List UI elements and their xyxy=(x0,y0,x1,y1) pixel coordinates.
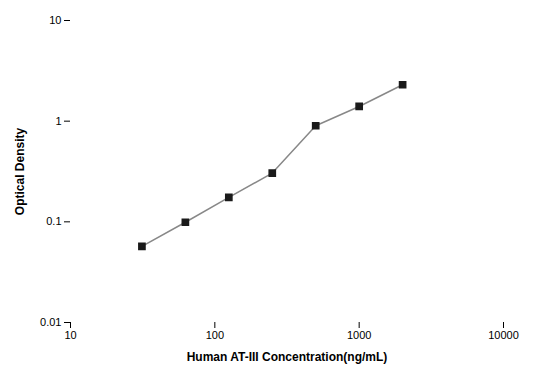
svg-text:10: 10 xyxy=(64,329,76,341)
svg-text:100: 100 xyxy=(206,329,224,341)
svg-text:1: 1 xyxy=(55,115,61,127)
svg-text:0.1: 0.1 xyxy=(46,215,61,227)
svg-text:10: 10 xyxy=(49,14,61,26)
svg-text:1000: 1000 xyxy=(347,329,371,341)
svg-text:Human AT-III Concentration(ng/: Human AT-III Concentration(ng/mL) xyxy=(187,350,388,364)
svg-text:Optical Density: Optical Density xyxy=(13,127,27,215)
svg-text:10000: 10000 xyxy=(488,329,519,341)
svg-text:0.01: 0.01 xyxy=(40,316,61,328)
